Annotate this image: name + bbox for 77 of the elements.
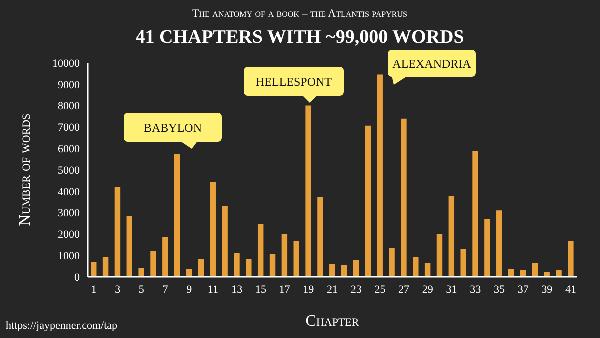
x-tick-label: 23 [350, 284, 362, 296]
bar [174, 154, 180, 277]
bar [210, 182, 216, 277]
y-tick-label: 7000 [58, 122, 80, 134]
bar [568, 241, 574, 277]
bar [484, 219, 490, 277]
x-tick-label: 1 [91, 284, 97, 296]
annotation: HELLESPONT [256, 75, 333, 89]
chart-title: 41 CHAPTERS WITH ~99,000 WORDS [136, 27, 464, 48]
x-tick-label: 25 [374, 284, 386, 296]
x-tick-label: 11 [208, 284, 219, 296]
bar [532, 263, 538, 277]
bar [306, 106, 312, 277]
y-tick-label: 4000 [58, 186, 80, 198]
bar [138, 268, 144, 277]
bar [282, 234, 288, 277]
text: https://jaypenner.com/tap [6, 320, 118, 332]
y-tick-label: 1000 [58, 250, 80, 263]
bar [222, 206, 228, 277]
bar [126, 216, 133, 277]
bar [91, 262, 97, 277]
y-tick-label: 6000 [58, 144, 80, 156]
bar [460, 249, 466, 277]
bar [330, 264, 336, 277]
y-tick-label: 0 [74, 272, 80, 284]
x-tick-label: 7 [162, 284, 169, 296]
bar [258, 224, 264, 277]
bar [270, 254, 276, 277]
x-tick-label: 19 [303, 284, 315, 296]
bar [401, 118, 407, 277]
bar [448, 196, 455, 277]
bar [102, 257, 109, 277]
bar [353, 260, 360, 277]
bar [294, 241, 300, 277]
x-tick-label: 33 [470, 284, 482, 296]
bar [150, 251, 156, 277]
x-tick-label: 41 [566, 284, 577, 296]
x-tick-label: 13 [232, 284, 244, 296]
bar [436, 234, 443, 277]
bar [389, 248, 395, 277]
x-tick-label: 5 [138, 284, 145, 296]
x-tick-label: 35 [494, 284, 506, 296]
bar [556, 270, 562, 277]
bar [162, 237, 168, 277]
annotation: BABYLON [144, 121, 202, 135]
bar [413, 257, 419, 277]
x-tick-label: 17 [279, 284, 291, 296]
y-tick-label: 2000 [58, 229, 80, 242]
annotation: ALEXANDRIA [392, 57, 472, 71]
bar [496, 210, 502, 277]
x-tick-label: 9 [186, 284, 193, 296]
bar [377, 74, 383, 277]
y-axis-title: Number of words [17, 114, 34, 226]
x-tick-label: 31 [446, 284, 458, 296]
x-tick-label: 37 [518, 284, 530, 296]
x-axis-title: Chapter [306, 313, 360, 330]
x-tick-label: 39 [542, 284, 554, 296]
y-tick-label: 10000 [52, 58, 80, 70]
y-tick-label: 9000 [58, 79, 80, 92]
x-tick-label: 21 [327, 284, 338, 296]
bar [424, 263, 431, 277]
y-tick-label: 3000 [58, 208, 80, 220]
bar [318, 197, 324, 277]
y-tick-label: 8000 [58, 100, 80, 113]
x-tick-label: 15 [255, 284, 267, 296]
bar [341, 265, 348, 277]
x-tick-label: 27 [398, 284, 410, 296]
x-tick-label: 29 [422, 284, 434, 296]
x-tick-label: 3 [115, 284, 122, 296]
bar [246, 259, 252, 277]
bar [234, 253, 240, 277]
bar [114, 187, 121, 277]
bar [472, 150, 478, 277]
chart-subtitle: The anatomy of a book – the Atlantis papyrus [192, 8, 408, 20]
bar [365, 126, 372, 277]
bar [198, 259, 204, 277]
y-tick-label: 5000 [58, 164, 80, 177]
